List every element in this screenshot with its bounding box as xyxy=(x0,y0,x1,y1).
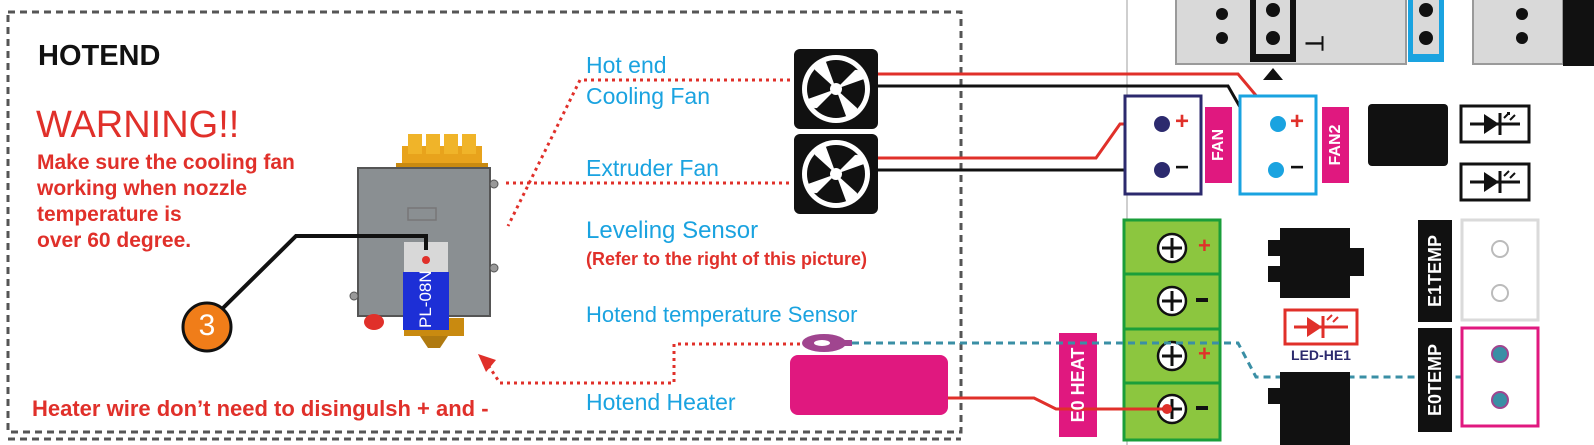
warning-text: Make sure the cooling fan working when n… xyxy=(37,150,295,254)
fan-label-bg xyxy=(1205,107,1232,183)
terminal-signs: + + xyxy=(1196,233,1211,410)
step-badge xyxy=(181,301,233,353)
diode-icon xyxy=(1459,104,1531,144)
e1temp-label: E1TEMP xyxy=(1425,234,1445,308)
label-hotend-heater: Hotend Heater xyxy=(586,389,736,415)
label-temp-sensor: Hotend temperature Sensor xyxy=(586,302,858,327)
svg-text:+: + xyxy=(1198,341,1211,366)
hotend-panel-border xyxy=(6,10,963,434)
warning-line: over 60 degree. xyxy=(37,229,192,252)
top-connector-left xyxy=(1175,0,1444,80)
warning-line: Make sure the cooling fan xyxy=(37,151,295,174)
warning-line: temperature is xyxy=(37,203,182,226)
fan-plus-sign: + xyxy=(1175,108,1190,135)
wire-end-dot xyxy=(1162,404,1172,414)
e1temp-label-bg xyxy=(1418,220,1452,322)
fan-connector xyxy=(1123,94,1203,196)
e0heat-label: E0 HEAT xyxy=(1068,347,1088,423)
mosfet-chip xyxy=(1368,104,1448,166)
fan-label: FAN xyxy=(1210,129,1227,161)
fan2-label: FAN2 xyxy=(1327,124,1344,166)
fan-icon xyxy=(794,134,878,214)
panel-title: HOTEND xyxy=(38,40,161,72)
heater-note: Heater wire don’t need to disingulsh + a… xyxy=(32,396,489,421)
e1temp-connector xyxy=(1460,218,1540,322)
heater-element xyxy=(790,355,948,415)
svg-text:+: + xyxy=(1198,233,1211,258)
step-badge-number: 3 xyxy=(198,309,216,342)
e0temp-connector xyxy=(1460,326,1540,428)
sensor-model-label: PL-08N xyxy=(416,270,435,328)
label-hotend-fan-line2: Cooling Fan xyxy=(586,83,711,109)
hotend-assembly xyxy=(349,134,499,348)
fan-icon xyxy=(794,49,878,129)
led-label: LED-HE1 xyxy=(1291,347,1351,363)
top-connector-letter: T xyxy=(1299,35,1330,52)
heater-wire xyxy=(946,396,1162,411)
label-extruder-fan: Extruder Fan xyxy=(586,155,719,181)
fan2-label-bg xyxy=(1322,107,1349,183)
fan2-minus-sign: − xyxy=(1290,154,1305,181)
thermistor-icon xyxy=(802,334,852,352)
warning-title: WARNING!! xyxy=(36,104,240,146)
top-connector-right xyxy=(1472,0,1594,66)
pin-arrow-icon xyxy=(1263,68,1283,80)
label-hotend-fan-line1: Hot end xyxy=(586,52,667,78)
fan-minus-sign: − xyxy=(1175,154,1190,181)
warning-line: working when nozzle xyxy=(37,177,248,200)
fan2-connector xyxy=(1238,94,1318,196)
e0temp-label: E0TEMP xyxy=(1425,343,1445,417)
regulator-chip xyxy=(1268,372,1350,445)
label-leveling-note: (Refer to the right of this picture) xyxy=(586,249,867,269)
leader-lines xyxy=(484,78,800,385)
fan2-plus-sign: + xyxy=(1290,108,1305,135)
e0temp-label-bg xyxy=(1418,328,1452,432)
regulator-chip xyxy=(1268,228,1364,298)
arrow-icon xyxy=(478,354,496,372)
diode-icon xyxy=(1459,162,1531,202)
led-icon xyxy=(1283,308,1359,346)
label-leveling-sensor: Leveling Sensor xyxy=(586,217,759,244)
e0heat-label-bg xyxy=(1059,333,1097,437)
pointer-line xyxy=(216,234,428,315)
